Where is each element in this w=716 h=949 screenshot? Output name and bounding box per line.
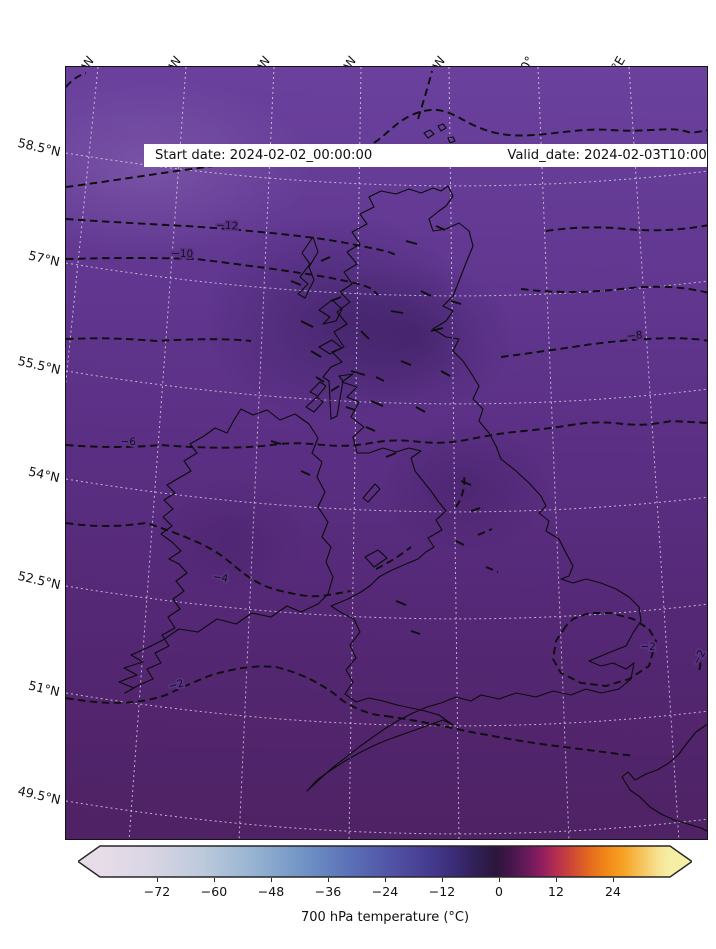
- colorbar-tick-label: 12: [548, 884, 564, 899]
- coast-isle-of-man: [362, 483, 381, 503]
- coast-ireland: [118, 408, 334, 694]
- coast-anglesey: [364, 549, 388, 568]
- start-date-label: Start date: 2024-02-02_00:00:00: [155, 148, 373, 163]
- coast-jura: [309, 381, 327, 397]
- terrain-contour-fragments: [270, 225, 481, 635]
- temperature-contours: [66, 70, 707, 757]
- contour-label-−2: −2: [167, 677, 185, 692]
- colorbar-tick-mark: [157, 878, 158, 882]
- contour-minus16: [66, 72, 87, 88]
- coast-islay: [305, 396, 324, 413]
- contour-minus4-b: [375, 546, 412, 570]
- colorbar-tick-label: −36: [314, 884, 342, 899]
- contour-label-−12: −12: [216, 219, 239, 232]
- colorbar-tick-label: 0: [495, 884, 503, 899]
- contour-label-−6: −6: [120, 436, 136, 449]
- colorbar-tick-mark: [499, 878, 500, 882]
- colorbar-title: 700 hPa temperature (°C): [300, 910, 470, 925]
- contour-minus12-west: [66, 218, 397, 256]
- valid-date-label: Valid_date: 2024-02-03T10:00:00.00: [507, 148, 707, 163]
- colorbar-tick-mark: [271, 878, 272, 882]
- coast-great-britain: [306, 185, 642, 792]
- contour-minus8-west: [66, 337, 252, 342]
- colorbar-gradient-bar: [76, 845, 694, 878]
- contour-minus4-c: [455, 474, 466, 508]
- contour-label-−4: −4: [212, 571, 229, 585]
- contour-label-−2: −2: [640, 641, 656, 654]
- colorbar-tick-mark: [214, 878, 215, 882]
- map-layers: −14−12−10−8−6−4−2−2−2: [66, 67, 708, 839]
- contour-minus2-west: [66, 665, 387, 717]
- contour-minus2-rightedge: [694, 651, 702, 672]
- colorbar: [76, 845, 694, 878]
- contour-minus14-branch: [417, 70, 433, 120]
- coast-france: [621, 723, 707, 832]
- contour-minus4-a: [66, 522, 352, 598]
- contour-minus10-east: [520, 285, 707, 294]
- contour-minus2-channel: [385, 715, 635, 757]
- colorbar-tick-row: −72 −60 −48 −36 −24 −12 0 12 24: [78, 878, 692, 904]
- contour-minus2-eastanglia: [552, 612, 658, 687]
- coastlines: [118, 123, 707, 832]
- contour-label-−2: −2: [690, 648, 708, 667]
- contour-labels: −14−12−10−8−6−4−2−2−2: [118, 143, 708, 695]
- colorbar-tick-label: −12: [428, 884, 456, 899]
- colorbar-tick-label: −24: [371, 884, 399, 899]
- coast-skye: [318, 299, 343, 325]
- contour-minus4-d: [477, 528, 499, 573]
- map-panel: −14−12−10−8−6−4−2−2−2 Start date: 2024-0…: [65, 66, 708, 840]
- contour-label-−8: −8: [627, 329, 643, 342]
- colorbar-tick-label: −72: [143, 884, 171, 899]
- graticule-gridlines: [66, 67, 707, 839]
- date-header-box: Start date: 2024-02-02_00:00:00 Valid_da…: [144, 144, 707, 167]
- contour-minus8-east: [500, 337, 707, 358]
- colorbar-tick-mark: [442, 878, 443, 882]
- coast-mull: [318, 339, 343, 355]
- contour-label-−10: −10: [171, 248, 194, 261]
- colorbar-tick-label: −48: [257, 884, 285, 899]
- colorbar-tick-label: 24: [605, 884, 621, 899]
- colorbar-tick-mark: [385, 878, 386, 882]
- colorbar-tick-label: −60: [200, 884, 228, 899]
- colorbar-tick-mark: [613, 878, 614, 882]
- colorbar-tick-mark: [556, 878, 557, 882]
- contour-minus10-west: [66, 257, 379, 296]
- contour-minus6: [66, 420, 707, 449]
- coast-lewis: [297, 236, 319, 299]
- colorbar-tick-mark: [328, 878, 329, 882]
- contour-minus12-east: [545, 224, 707, 232]
- coast-orkney: [423, 123, 456, 153]
